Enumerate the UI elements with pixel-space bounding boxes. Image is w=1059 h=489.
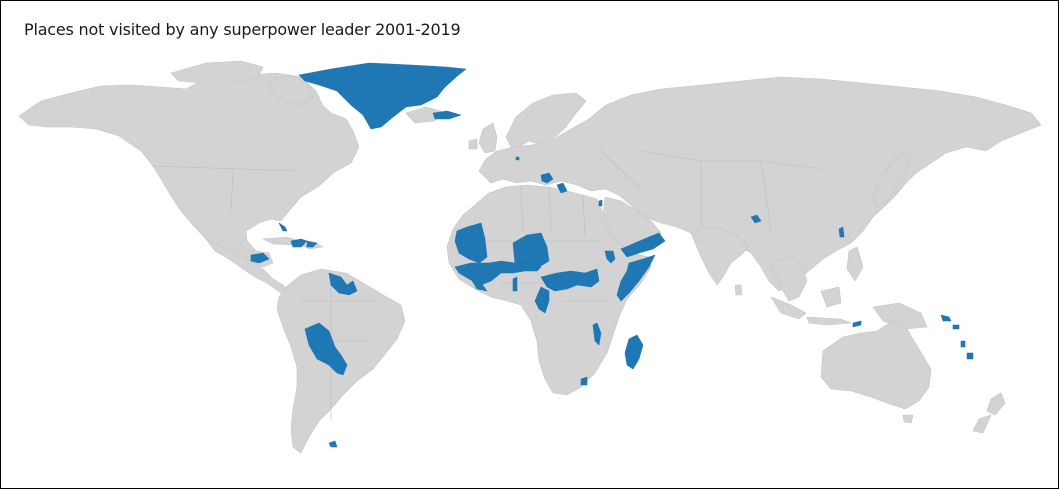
- country-vanuatu: [960, 340, 966, 348]
- country-liechtenstein: [515, 156, 520, 161]
- land-indonesia: [770, 246, 864, 326]
- land-japan: [872, 150, 910, 208]
- land-base: [18, 60, 1042, 454]
- country-madagascar: [624, 334, 644, 370]
- country-eswatini: [580, 376, 588, 386]
- country-taiwan: [838, 226, 845, 238]
- highlighted-countries: [250, 62, 974, 448]
- country-cameroon-gabon: [534, 286, 550, 314]
- country-honduras: [250, 252, 270, 264]
- land-new-guinea: [872, 302, 928, 330]
- country-red-sea-belt: [604, 250, 616, 264]
- country-bolivia-paraguay: [304, 322, 348, 376]
- country-greenland: [298, 62, 467, 130]
- land-india: [690, 226, 750, 286]
- country-solomon: [940, 314, 960, 330]
- country-montenegro: [556, 182, 568, 194]
- country-faroe-iceland-south: [432, 110, 462, 120]
- land-eurasia: [478, 76, 1042, 292]
- map-title: Places not visited by any superpower lea…: [24, 20, 461, 39]
- country-guianas: [328, 272, 358, 296]
- land-sri-lanka: [734, 284, 743, 296]
- country-togo: [512, 276, 518, 292]
- country-somalia: [616, 254, 656, 302]
- country-sierra-guinea: [470, 278, 488, 292]
- country-bosnia: [540, 172, 554, 184]
- country-fiji: [966, 352, 974, 360]
- country-yemen: [620, 232, 666, 258]
- land-new-zealand: [972, 392, 1006, 434]
- country-timor: [852, 320, 862, 328]
- land-baffin: [268, 74, 314, 106]
- country-mauritania-mali: [454, 222, 488, 264]
- country-falklands: [328, 440, 338, 448]
- country-car-south-sudan: [540, 268, 600, 292]
- country-malawi: [592, 322, 602, 346]
- land-uk: [468, 122, 498, 154]
- country-cuba: [278, 222, 288, 232]
- land-australia: [820, 320, 932, 410]
- country-nepal: [750, 214, 762, 224]
- country-palestine: [598, 199, 603, 207]
- land-se-asia: [770, 256, 808, 302]
- land-north-america: [18, 72, 360, 268]
- land-arctic-islands: [170, 60, 264, 84]
- country-haiti-dr: [290, 238, 318, 248]
- land-tasmania: [902, 414, 914, 424]
